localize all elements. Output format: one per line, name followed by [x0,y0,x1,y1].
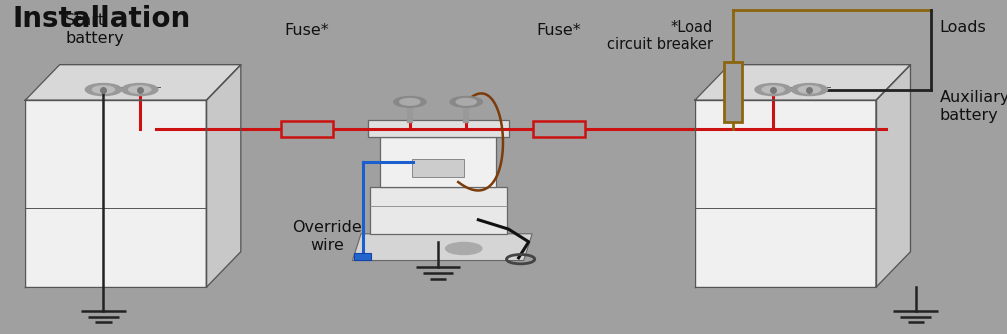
Polygon shape [206,65,241,287]
Polygon shape [876,65,910,287]
Bar [533,121,585,137]
Circle shape [755,84,792,96]
Polygon shape [25,100,206,287]
Circle shape [129,86,151,93]
Circle shape [86,84,122,96]
Text: Fuse*: Fuse* [537,23,581,38]
Bar [354,253,371,260]
Text: *Load
circuit breaker: *Load circuit breaker [607,20,713,52]
Circle shape [762,86,784,93]
Circle shape [400,99,420,105]
Bar [368,120,509,137]
Bar [724,62,742,122]
Text: Override
wire: Override wire [292,220,363,253]
Bar [380,137,496,187]
Polygon shape [695,100,876,287]
Text: Auxiliary
battery: Auxiliary battery [940,90,1007,123]
Bar [370,187,507,234]
Circle shape [456,99,476,105]
Circle shape [450,97,482,107]
Circle shape [394,97,426,107]
Bar [412,160,464,177]
Text: Installation: Installation [12,5,190,33]
Circle shape [445,242,481,255]
Polygon shape [695,65,910,100]
Text: Loads: Loads [940,20,986,35]
Circle shape [799,86,821,93]
Polygon shape [352,234,532,261]
Circle shape [792,84,828,96]
Text: Start
battery: Start battery [65,13,124,46]
Circle shape [122,84,158,96]
Text: Fuse*: Fuse* [285,23,329,38]
Bar [281,121,333,137]
Circle shape [93,86,115,93]
Polygon shape [25,65,241,100]
